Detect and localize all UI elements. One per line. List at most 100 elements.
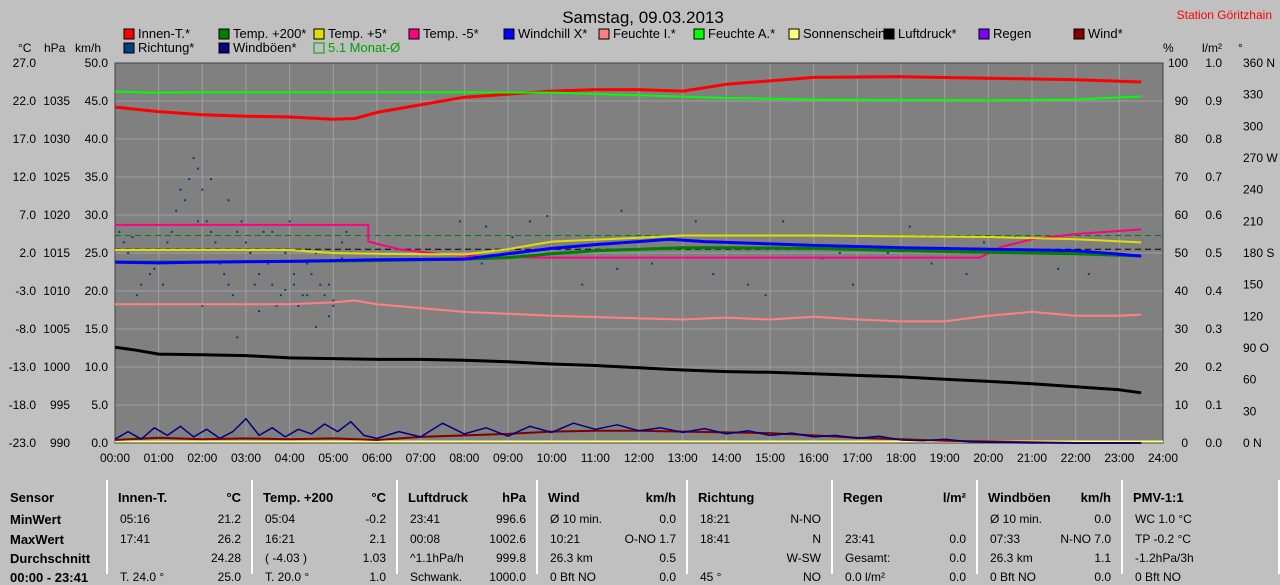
stats-cell-value: 0.5 <box>659 551 676 565</box>
x-tick-label: 06:00 <box>362 451 392 465</box>
stats-cell-left: 0 Bft NO <box>1135 570 1182 584</box>
press-tick-label: 1010 <box>43 284 70 298</box>
legend-swatch <box>788 28 800 40</box>
direction-point <box>236 230 239 233</box>
direction-point <box>249 252 252 254</box>
direction-point <box>275 304 278 307</box>
stats-cell-left: 00:08 <box>410 532 441 546</box>
direction-point <box>258 273 261 276</box>
x-tick-label: 12:00 <box>624 451 654 465</box>
stats-cell-value: W-SW <box>786 551 821 565</box>
direction-point <box>288 220 291 223</box>
stats-cell-left: 05:04 <box>265 512 296 526</box>
legend-swatch <box>1073 28 1085 40</box>
wind-tick-label: 45.0 <box>85 94 109 108</box>
stats-cell-left: 26.3 km <box>550 551 593 565</box>
stats-cell-left: 26.3 km <box>990 551 1033 565</box>
legend-label: Sonnenschein <box>803 26 885 41</box>
rain-tick-label: 0.2 <box>1205 360 1222 374</box>
press-tick-label: 1035 <box>43 94 70 108</box>
stats-header-unit: km/h <box>645 490 676 505</box>
x-tick-label: 01:00 <box>144 451 174 465</box>
stats-cell-value: 1002.6 <box>489 532 526 546</box>
stats-cell-left: 45 ° <box>700 570 722 584</box>
rain-tick-label: 0.5 <box>1205 246 1222 260</box>
direction-point <box>179 188 182 191</box>
x-tick-label: 03:00 <box>231 451 261 465</box>
stats-cell-left: TP -0.2 °C <box>1135 532 1191 546</box>
stats-cell-left: Schwank. <box>410 570 463 584</box>
rain-tick-label: 1.0 <box>1205 56 1222 70</box>
direction-point <box>327 283 330 286</box>
temp-tick-label: 7.0 <box>19 208 36 222</box>
temp-tick-label: 27.0 <box>13 56 37 70</box>
direction-point <box>694 220 697 223</box>
stats-header-unit: hPa <box>502 490 526 505</box>
stats-cell-left: 17:41 <box>120 532 151 546</box>
direction-point <box>293 283 296 286</box>
direction-point <box>175 209 178 212</box>
x-tick-label: 10:00 <box>537 451 567 465</box>
press-tick-label: 1020 <box>43 208 70 222</box>
series-line-temp-5 <box>115 234 1142 256</box>
rain-tick-label: 0.6 <box>1205 208 1222 222</box>
stats-header-label: Regen <box>843 490 883 505</box>
stats-header-label: Richtung <box>698 490 755 505</box>
stats-panel-luftdruck: Luftdruck hPa 23:41 996.6 00:08 1002.6 ^1.1hPa… <box>398 480 538 584</box>
series-line-windchill-x <box>114 237 1142 265</box>
series-line-feuchte-i <box>115 299 1142 323</box>
rain-tick-label: 0.9 <box>1205 94 1222 108</box>
legend-label: Temp. +200* <box>233 26 306 41</box>
direction-point <box>546 215 549 218</box>
direction-point <box>528 220 531 223</box>
rain-tick-label: 0.0 <box>1205 436 1222 450</box>
stats-header: Sensor <box>10 490 96 505</box>
station-label: Station Göritzhain <box>1177 8 1272 22</box>
temp-tick-label: -18.0 <box>9 398 37 412</box>
direction-point <box>332 304 335 307</box>
stats-cell-left: 0 Bft NO <box>990 570 1037 584</box>
series-layer <box>114 75 1163 444</box>
percent-tick-label: 70 <box>1175 170 1189 184</box>
stats-cell-left: T. 20.0 ° <box>265 570 310 584</box>
direction-point <box>196 167 199 170</box>
temp-tick-label: -13.0 <box>9 360 37 374</box>
percent-tick-label: 10 <box>1175 398 1189 412</box>
stats-header: Richtung <box>698 490 821 505</box>
x-tick-label: 04:00 <box>275 451 305 465</box>
wind-tick-label: 15.0 <box>85 322 109 336</box>
legend-label: Temp. +5* <box>328 26 387 41</box>
stats-cell-value: NO <box>803 570 821 584</box>
direction-point <box>341 257 344 260</box>
percent-tick-label: 60 <box>1175 208 1189 222</box>
direction-point <box>140 283 143 286</box>
dir-tick-label: 60 <box>1243 373 1257 387</box>
wind-tick-label: 10.0 <box>85 360 109 374</box>
stats-header-unit: l/m² <box>942 490 966 505</box>
dir-tick-label: 0 N <box>1243 436 1262 450</box>
wind-tick-label: 20.0 <box>85 284 109 298</box>
dir-tick-label: 90 O <box>1243 341 1269 355</box>
temp-tick-label: -23.0 <box>9 436 37 450</box>
legend-label: Feuchte A.* <box>708 26 775 41</box>
weather-chart: Samstag, 09.03.2013 Station Göritzhain I… <box>8 8 1279 465</box>
wind-unit-label: km/h <box>75 41 101 55</box>
legend-swatch <box>978 28 990 40</box>
percent-tick-label: 40 <box>1175 284 1189 298</box>
percent-tick-label: 100 <box>1168 56 1188 70</box>
direction-point <box>323 294 326 297</box>
stats-cell-value: 0.0 <box>949 551 966 565</box>
series-line-wind <box>114 429 1142 444</box>
stats-row-label: MinWert <box>10 512 62 527</box>
x-tick-label: 18:00 <box>886 451 916 465</box>
dir-tick-label: 120 <box>1243 309 1263 323</box>
direction-point <box>314 252 317 254</box>
press-tick-label: 1030 <box>43 132 70 146</box>
direction-point <box>651 262 654 265</box>
stats-cell-value: O-NO 1.7 <box>624 532 676 546</box>
direction-point <box>253 283 256 286</box>
direction-point <box>327 315 330 318</box>
direction-point <box>240 220 243 223</box>
direction-point <box>271 230 274 233</box>
legend-label: Temp. -5* <box>423 26 479 41</box>
